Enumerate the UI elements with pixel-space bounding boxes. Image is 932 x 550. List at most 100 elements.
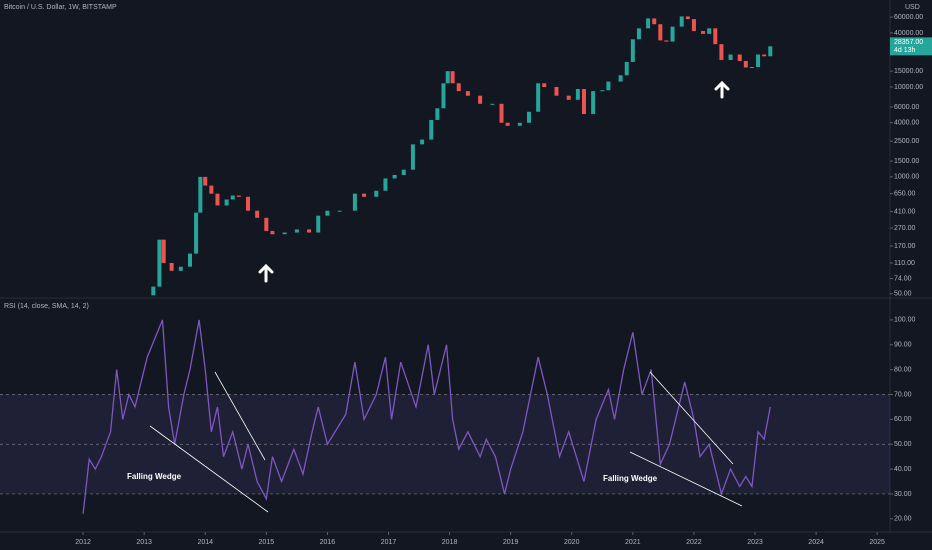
x-tick-label: 2023 <box>747 539 763 546</box>
candle <box>294 229 299 233</box>
candle <box>230 195 235 200</box>
annotation: Falling Wedge <box>603 474 658 483</box>
y-tick-label: 40.00 <box>894 466 912 473</box>
y-tick-label: 70.00 <box>894 391 912 398</box>
y-tick-label: 1500.00 <box>894 158 919 165</box>
candle <box>264 217 269 231</box>
candle <box>194 212 199 254</box>
trend-lines <box>149 371 743 513</box>
candle <box>435 108 440 120</box>
y-tick-label: 50.00 <box>894 441 912 448</box>
y-tick-label: 4000.00 <box>894 120 919 127</box>
candle <box>505 122 510 126</box>
candle <box>203 176 208 186</box>
candle <box>465 91 470 96</box>
countdown: 4d 13h <box>894 47 916 54</box>
candle <box>316 215 321 233</box>
candle <box>209 185 214 194</box>
candle <box>215 193 220 206</box>
last-price-label: 28357.00 <box>894 39 923 46</box>
candle <box>737 54 742 61</box>
currency: USD <box>905 4 920 11</box>
x-tick-label: 2020 <box>564 539 580 546</box>
candle <box>441 83 446 109</box>
candle <box>325 210 330 216</box>
candle <box>383 178 388 191</box>
candle <box>352 193 357 211</box>
y-tick-label: 15000.00 <box>894 68 923 75</box>
x-tick-label: 2018 <box>442 539 458 546</box>
annotation: Falling Wedge <box>127 472 182 481</box>
y-tick-label: 1000.00 <box>894 174 919 181</box>
candle <box>701 31 706 34</box>
candle <box>490 103 495 105</box>
candle <box>719 44 724 60</box>
candle <box>161 239 166 263</box>
y-tick-label: 60000.00 <box>894 14 923 21</box>
candle <box>542 83 547 88</box>
x-tick-label: 2014 <box>197 539 213 546</box>
y-tick-label: 90.00 <box>894 342 912 349</box>
candle <box>236 195 241 197</box>
candle <box>392 174 397 179</box>
candle <box>255 210 260 218</box>
x-tick-label: 2021 <box>625 539 641 546</box>
candle <box>157 239 162 287</box>
candle <box>575 89 580 100</box>
candle <box>713 28 718 45</box>
candle <box>652 18 657 25</box>
rsi-title: RSI (14, close, SMA, 14, 2) <box>4 303 89 310</box>
candle <box>685 16 690 20</box>
candle <box>445 71 450 84</box>
candle <box>743 60 748 68</box>
x-tick-label: 2019 <box>503 539 519 546</box>
candle <box>581 89 586 115</box>
candle <box>566 95 571 100</box>
candle <box>664 40 669 42</box>
chart-title: Bitcoin / U.S. Dollar, 1W, BITSTAMP <box>4 4 117 11</box>
candle <box>178 266 183 271</box>
last-price-box <box>890 37 932 56</box>
candle <box>670 26 675 42</box>
y-tick-label: 40000.00 <box>894 30 923 37</box>
candle <box>151 286 156 296</box>
y-tick-label: 6000.00 <box>894 104 919 111</box>
y-tick-label: 60.00 <box>894 416 912 423</box>
y-tick-label: 270.00 <box>894 225 916 232</box>
candle <box>401 169 406 175</box>
candle <box>410 144 415 170</box>
candle <box>679 16 684 27</box>
y-tick-label: 410.00 <box>894 208 916 215</box>
candle <box>591 91 596 115</box>
candle <box>169 262 174 271</box>
y-tick-label: 110.00 <box>894 260 915 267</box>
y-tick-label: 2500.00 <box>894 138 919 145</box>
candle <box>337 210 342 212</box>
candle <box>246 196 251 211</box>
candle <box>429 119 434 140</box>
candle <box>768 46 773 57</box>
candle <box>456 83 461 92</box>
candle <box>224 199 229 206</box>
y-tick-label: 170.00 <box>894 243 916 250</box>
candle <box>691 19 696 32</box>
x-tick-label: 2017 <box>381 539 397 546</box>
x-tick-label: 2013 <box>136 539 152 546</box>
candle <box>198 176 203 213</box>
candle <box>450 71 455 84</box>
candle <box>307 229 312 233</box>
candle <box>646 18 651 29</box>
candle <box>762 54 767 57</box>
candle <box>624 61 629 76</box>
candle <box>756 54 761 68</box>
candle <box>630 39 635 62</box>
candle <box>658 24 663 41</box>
candle <box>374 190 379 197</box>
x-tick-label: 2025 <box>869 539 885 546</box>
x-tick-label: 2016 <box>320 539 336 546</box>
candle <box>517 122 522 126</box>
x-tick-label: 2012 <box>75 539 91 546</box>
candle <box>554 87 559 96</box>
y-tick-label: 10000.00 <box>894 84 923 91</box>
